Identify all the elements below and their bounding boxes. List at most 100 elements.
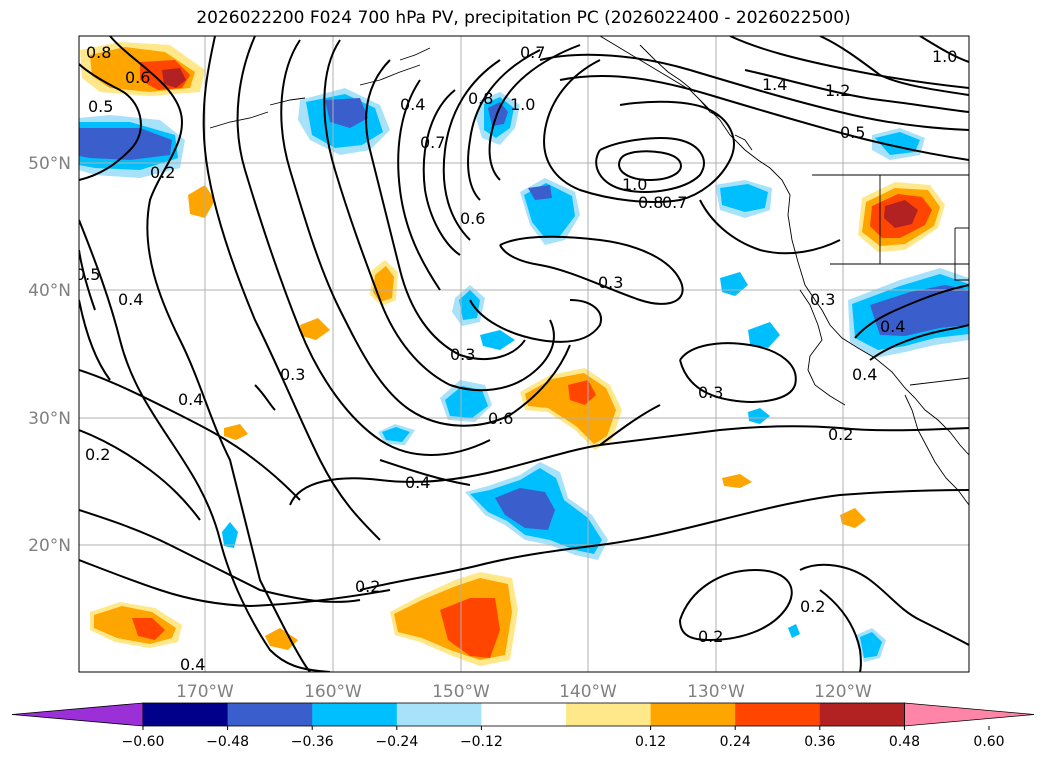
precip-positive-area bbox=[440, 598, 500, 658]
colorbar-frame bbox=[142, 702, 905, 727]
precip-negative-area bbox=[79, 128, 172, 160]
contour-label: 0.4 bbox=[852, 365, 877, 384]
colorbar-bin bbox=[650, 703, 736, 726]
precip-negative-area bbox=[382, 427, 410, 442]
contour-labels: 0.8 0.6 0.5 0.2 0.5 0.4 0.4 0.7 0.8 1.0 … bbox=[75, 43, 957, 674]
contour-label: 1.4 bbox=[762, 75, 787, 94]
precip-positive-area bbox=[132, 618, 165, 640]
contour-label: 0.4 bbox=[880, 317, 905, 336]
precip-negative-area bbox=[748, 322, 780, 348]
contour-label: 0.8 bbox=[86, 43, 111, 62]
precip-positive-area bbox=[188, 185, 215, 218]
precip-negative-area bbox=[788, 624, 800, 638]
colorbar-bin bbox=[227, 703, 313, 726]
contour-label: 0.4 bbox=[118, 290, 143, 309]
colorbar-extend-min bbox=[11, 702, 144, 727]
contour-label: 0.2 bbox=[355, 577, 380, 596]
colorbar-tick-label: 0.48 bbox=[889, 734, 920, 750]
contour-label: 0.3 bbox=[280, 365, 305, 384]
lon-label: 140°W bbox=[559, 682, 617, 702]
contour-label: 0.5 bbox=[75, 265, 100, 284]
colorbar-tick-label: −0.60 bbox=[122, 734, 165, 750]
lon-label: 170°W bbox=[176, 682, 234, 702]
contour-label: 0.3 bbox=[598, 273, 623, 292]
colorbar-bin bbox=[735, 703, 821, 726]
contour-label: 0.2 bbox=[698, 627, 723, 646]
precip-negative-area bbox=[459, 290, 480, 320]
precip-negative-area bbox=[222, 522, 238, 548]
colorbar-bin bbox=[819, 703, 905, 726]
map-frame bbox=[78, 35, 970, 673]
colorbar-tick-label: −0.24 bbox=[375, 734, 418, 750]
precip-positive-area bbox=[265, 628, 298, 650]
contour-label: 0.6 bbox=[488, 409, 513, 428]
contour-label: 0.5 bbox=[840, 123, 865, 142]
precip-positive-area bbox=[840, 508, 866, 528]
colorbar-bin bbox=[566, 703, 652, 726]
colorbar: −0.60 −0.48 −0.36 −0.24 −0.12 0.12 0.24 0.36 0.4… bbox=[11, 702, 1035, 750]
contour-label: 1.0 bbox=[622, 175, 647, 194]
lat-label: 40°N bbox=[28, 281, 71, 301]
contour-label: 0.5 bbox=[88, 97, 113, 116]
lon-label: 130°W bbox=[687, 682, 745, 702]
precip-positive-area bbox=[224, 424, 248, 440]
precip-positive-area bbox=[722, 474, 752, 488]
lat-label: 30°N bbox=[28, 409, 71, 429]
contour-label: 0.7 bbox=[520, 43, 545, 62]
precip-negative-area bbox=[480, 330, 515, 350]
colorbar-bin bbox=[481, 703, 567, 726]
colorbar-bin bbox=[396, 703, 482, 726]
lon-label: 150°W bbox=[432, 682, 490, 702]
contour-label: 0.6 bbox=[460, 209, 485, 228]
colorbar-tick-label: −0.36 bbox=[291, 734, 334, 750]
lon-label: 160°W bbox=[304, 682, 362, 702]
precip-positive-area bbox=[300, 318, 330, 340]
precip-positive-area bbox=[568, 380, 596, 405]
contour-label: 0.2 bbox=[828, 425, 853, 444]
contour-label: 0.8 bbox=[638, 193, 663, 212]
contour-label: 0.2 bbox=[800, 597, 825, 616]
contour-label: 0.2 bbox=[85, 445, 110, 464]
contour-label: 0.7 bbox=[420, 133, 445, 152]
contour-label: 0.3 bbox=[698, 383, 723, 402]
precip-negative-area bbox=[748, 408, 770, 424]
contour-label: 1.2 bbox=[825, 81, 850, 100]
contour-label: 0.3 bbox=[450, 345, 475, 364]
colorbar-extend-max bbox=[904, 702, 1035, 727]
precip-negative-area bbox=[528, 185, 552, 200]
colorbar-tick-label: 0.36 bbox=[804, 734, 835, 750]
contour-label: 0.2 bbox=[150, 163, 175, 182]
lat-label: 50°N bbox=[28, 154, 71, 174]
colorbar-bin bbox=[312, 703, 398, 726]
latitude-labels: 50°N 40°N 30°N 20°N bbox=[28, 154, 71, 556]
contour-label: 0.4 bbox=[400, 95, 425, 114]
contour-label: 0.7 bbox=[662, 193, 687, 212]
colorbar-tick-label: −0.12 bbox=[460, 734, 503, 750]
precip-negative-area bbox=[495, 488, 555, 530]
precip-negative-area bbox=[445, 386, 488, 418]
precip-negative-area bbox=[720, 184, 768, 212]
precip-negative-area bbox=[325, 98, 368, 128]
map-title: 2026022200 F024 700 hPa PV, precipitatio… bbox=[196, 8, 851, 28]
contour-label: 0.3 bbox=[810, 290, 835, 309]
contour-label: 0.4 bbox=[405, 473, 430, 492]
precip-positive-area bbox=[884, 200, 918, 228]
pv-contours bbox=[79, 36, 969, 672]
graticule bbox=[79, 36, 969, 672]
lon-label: 120°W bbox=[814, 682, 872, 702]
contour-label: 0.4 bbox=[180, 655, 205, 674]
colorbar-tick-label: 0.12 bbox=[635, 734, 666, 750]
contour-label: 1.0 bbox=[932, 47, 957, 66]
precip-negative-area bbox=[860, 632, 882, 658]
longitude-labels: 170°W 160°W 150°W 140°W 130°W 120°W bbox=[176, 682, 872, 702]
precip-negative-area bbox=[870, 285, 969, 336]
contour-label: 0.4 bbox=[178, 390, 203, 409]
lat-label: 20°N bbox=[28, 536, 71, 556]
colorbar-bin bbox=[143, 703, 229, 726]
colorbar-tick-label: 0.60 bbox=[973, 734, 1004, 750]
precip-positive-area bbox=[162, 68, 186, 88]
contour-label: 0.6 bbox=[125, 68, 150, 87]
contour-label: 0.8 bbox=[468, 89, 493, 108]
colorbar-tick-label: 0.24 bbox=[720, 734, 751, 750]
